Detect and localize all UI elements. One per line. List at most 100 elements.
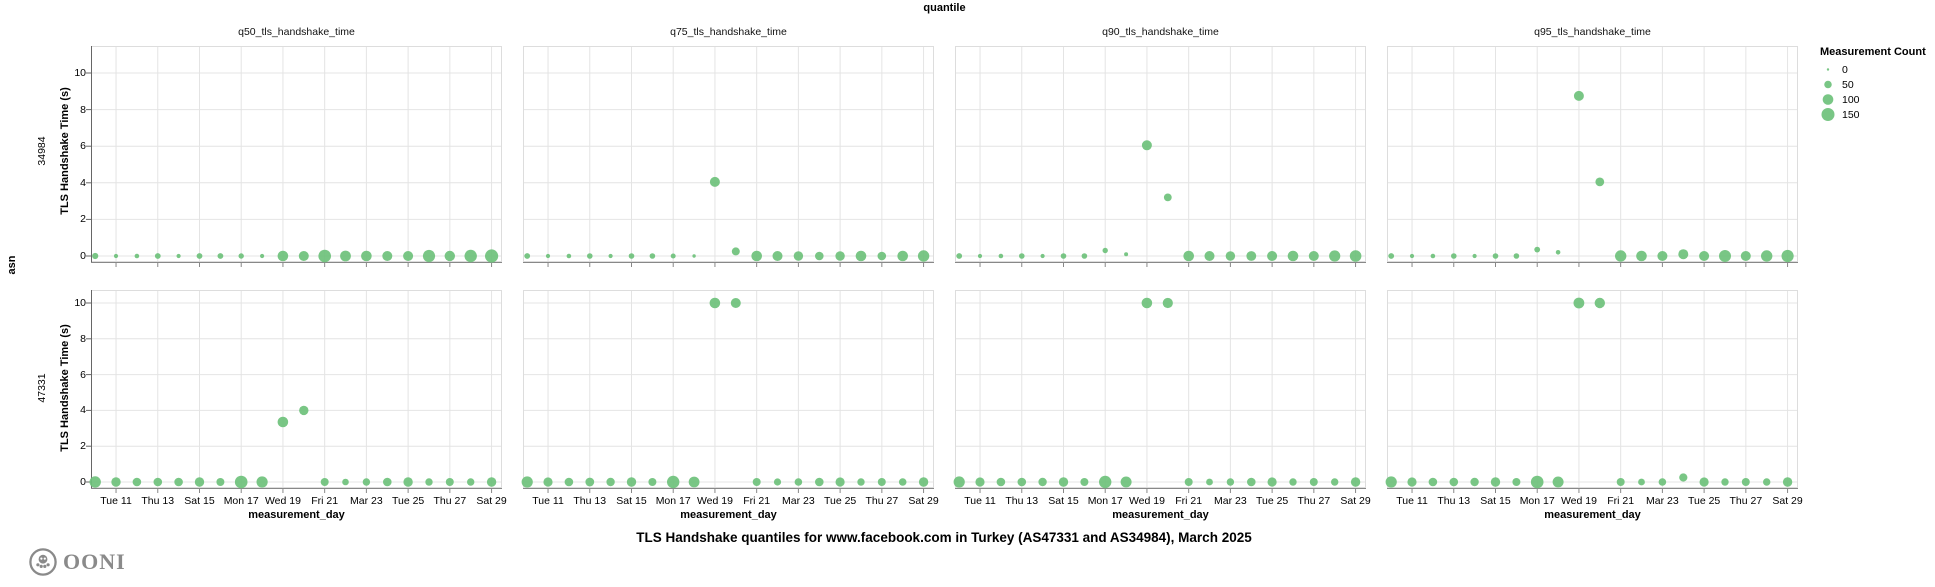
data-point (628, 253, 635, 259)
x-tick-label: Tue 25 (391, 495, 425, 507)
y-tick-label: 8 (80, 332, 86, 345)
x-tick-label: Sat 15 (1048, 495, 1079, 507)
data-points (521, 297, 929, 489)
data-point (1472, 253, 1477, 259)
data-point (835, 251, 845, 261)
data-point (1349, 250, 1362, 262)
row-label-34984: 34984 (36, 136, 48, 166)
data-point (234, 475, 248, 489)
data-point (1451, 253, 1457, 259)
data-point (1225, 251, 1236, 261)
data-point (403, 477, 413, 487)
facet-plot-34984-q75_tls_handshake_time (523, 46, 934, 267)
data-point (772, 251, 783, 261)
data-point (543, 477, 553, 487)
data-points (92, 249, 499, 263)
data-point (1449, 477, 1459, 487)
data-point (238, 253, 244, 259)
x-tick-label: Mon 17 (655, 495, 691, 507)
data-point (730, 298, 741, 308)
data-point (953, 476, 965, 488)
data-point (1309, 478, 1318, 486)
data-point (1407, 477, 1417, 487)
x-tick-label: Tue 11 (1396, 495, 1428, 507)
data-point (299, 405, 309, 416)
data-point (1287, 250, 1299, 262)
legend-item: 150 (1820, 107, 1932, 122)
data-point (89, 476, 101, 488)
data-point (648, 478, 657, 486)
y-tick-label: 10 (74, 297, 86, 309)
data-point (1163, 193, 1172, 202)
data-points (956, 140, 1362, 262)
data-point (626, 477, 637, 487)
x-tick-label: Sat 15 (1480, 495, 1511, 507)
legend-item-label: 0 (1842, 63, 1848, 76)
x-tick-label: Sat 29 (1340, 495, 1371, 507)
data-point (1385, 476, 1397, 488)
data-point (1183, 250, 1194, 262)
data-point (835, 477, 845, 487)
chart-title: TLS Handshake quantiles for www.facebook… (636, 530, 1252, 545)
x-tick-label: Wed 19 (1128, 495, 1165, 507)
x-tick-label: Tue 11 (532, 495, 564, 507)
ooni-logo-text: OONI (63, 549, 126, 574)
x-tick-label: Fri 21 (311, 495, 339, 507)
data-point (111, 477, 121, 487)
data-point (670, 253, 676, 259)
facet-title-q50: q50_tls_handshake_time (238, 26, 355, 38)
data-point (1308, 251, 1319, 261)
legend-item-label: 100 (1842, 93, 1860, 106)
data-point (794, 478, 803, 486)
data-point (445, 478, 454, 486)
data-point (1331, 478, 1339, 486)
data-point (1721, 478, 1729, 486)
gridlines (1387, 290, 1798, 488)
x-tick-label: Wed 19 (1560, 495, 1597, 507)
x-axis (523, 262, 934, 267)
data-point (977, 253, 983, 259)
data-point (917, 250, 930, 262)
data-point (1247, 477, 1256, 487)
facet-plot-47331-q50_tls_handshake_time (86, 290, 502, 493)
data-point (877, 251, 887, 261)
legend-item: 100 (1820, 92, 1932, 107)
data-point (1017, 477, 1027, 487)
facet-plot-47331-q90_tls_handshake_time (953, 290, 1366, 493)
data-point (1206, 478, 1213, 486)
x-tick-label: Thu 13 (1437, 495, 1471, 507)
y-tick-label: 0 (80, 250, 86, 262)
data-point (1040, 253, 1045, 259)
data-point (1080, 478, 1089, 486)
legend-swatch-icon (1822, 94, 1834, 105)
y-axis-title-row2: TLS Handshake Time (s) (59, 324, 71, 452)
x-tick-label: Tue 25 (1255, 495, 1289, 507)
data-point (217, 253, 224, 259)
y-tick-label: 6 (80, 140, 86, 153)
data-point (587, 253, 593, 259)
data-point (361, 250, 372, 262)
data-point (996, 477, 1006, 487)
y-tick-label: 8 (80, 103, 86, 116)
x-tick-label: Thu 27 (1729, 495, 1763, 507)
data-point (1162, 297, 1173, 309)
data-point (1534, 246, 1541, 253)
data-point (1081, 253, 1088, 259)
data-point (566, 253, 572, 259)
x-axis (955, 262, 1366, 267)
data-point (1616, 478, 1625, 486)
data-point (1719, 250, 1731, 262)
y-tick-label: 10 (74, 67, 86, 79)
data-point (1267, 251, 1278, 261)
data-point (1781, 249, 1794, 263)
facet-title-q90: q90_tls_handshake_time (1102, 26, 1219, 38)
data-point (1512, 478, 1521, 486)
data-point (1513, 253, 1520, 259)
facet-plot-34984-q50_tls_handshake_time (86, 46, 502, 267)
data-point (134, 253, 140, 259)
data-point (1490, 477, 1501, 487)
data-point (383, 477, 392, 487)
data-point (688, 476, 700, 488)
data-point (216, 478, 225, 486)
facet-plot-47331-q95_tls_handshake_time (1385, 290, 1798, 493)
